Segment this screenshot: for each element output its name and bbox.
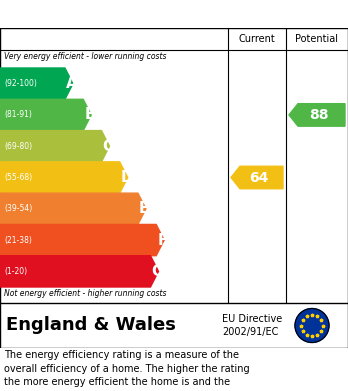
Text: Potential: Potential <box>295 34 339 44</box>
Text: (92-100): (92-100) <box>4 79 37 88</box>
Text: Current: Current <box>239 34 275 44</box>
Text: (81-91): (81-91) <box>4 110 32 119</box>
Text: C: C <box>102 139 113 154</box>
Text: 88: 88 <box>309 108 329 122</box>
Text: (39-54): (39-54) <box>4 204 32 213</box>
Polygon shape <box>289 104 345 126</box>
Polygon shape <box>0 99 91 131</box>
Text: England & Wales: England & Wales <box>6 316 176 334</box>
Text: D: D <box>121 170 133 185</box>
Text: 64: 64 <box>250 170 269 185</box>
Text: Energy Efficiency Rating: Energy Efficiency Rating <box>69 7 279 22</box>
Polygon shape <box>0 68 73 99</box>
Text: (55-68): (55-68) <box>4 173 32 182</box>
Text: The energy efficiency rating is a measure of the
overall efficiency of a home. T: The energy efficiency rating is a measur… <box>4 350 250 391</box>
Polygon shape <box>0 131 110 162</box>
Text: B: B <box>84 108 96 122</box>
Text: (1-20): (1-20) <box>4 267 27 276</box>
Polygon shape <box>0 162 128 193</box>
Text: EU Directive
2002/91/EC: EU Directive 2002/91/EC <box>222 314 282 337</box>
Polygon shape <box>0 224 164 256</box>
Polygon shape <box>0 256 158 287</box>
Text: Not energy efficient - higher running costs: Not energy efficient - higher running co… <box>4 289 166 298</box>
Text: G: G <box>151 264 164 279</box>
Text: (69-80): (69-80) <box>4 142 32 151</box>
Polygon shape <box>231 166 283 189</box>
Text: A: A <box>66 76 78 91</box>
Polygon shape <box>0 193 146 224</box>
Text: Very energy efficient - lower running costs: Very energy efficient - lower running co… <box>4 52 166 61</box>
Text: F: F <box>157 233 167 248</box>
Circle shape <box>295 308 329 343</box>
Text: E: E <box>139 201 149 216</box>
Text: (21-38): (21-38) <box>4 235 32 245</box>
